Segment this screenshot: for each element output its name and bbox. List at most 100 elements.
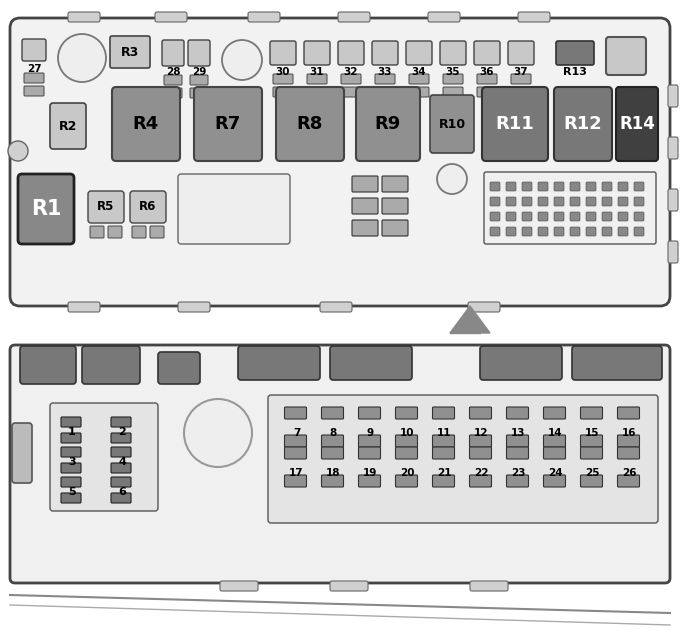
Polygon shape (450, 306, 490, 333)
Text: 20: 20 (401, 468, 414, 478)
FancyBboxPatch shape (12, 423, 32, 483)
FancyBboxPatch shape (285, 435, 306, 447)
FancyBboxPatch shape (484, 172, 656, 244)
Text: 17: 17 (289, 468, 304, 478)
FancyBboxPatch shape (469, 447, 491, 459)
Text: R3: R3 (121, 46, 139, 58)
FancyBboxPatch shape (468, 302, 500, 312)
FancyBboxPatch shape (522, 182, 532, 191)
Text: 8: 8 (330, 428, 337, 438)
Text: 25: 25 (586, 468, 599, 478)
FancyBboxPatch shape (432, 447, 455, 459)
FancyBboxPatch shape (220, 581, 258, 591)
Text: 24: 24 (548, 468, 563, 478)
FancyBboxPatch shape (130, 191, 166, 223)
FancyBboxPatch shape (190, 75, 208, 85)
FancyBboxPatch shape (586, 182, 596, 191)
FancyBboxPatch shape (469, 407, 491, 419)
FancyBboxPatch shape (358, 435, 380, 447)
FancyBboxPatch shape (618, 197, 628, 206)
FancyBboxPatch shape (110, 36, 150, 68)
FancyBboxPatch shape (307, 87, 327, 97)
Text: 35: 35 (446, 67, 460, 77)
Text: R10: R10 (439, 117, 466, 131)
FancyBboxPatch shape (570, 182, 580, 191)
FancyBboxPatch shape (554, 212, 564, 221)
FancyBboxPatch shape (572, 346, 662, 380)
FancyBboxPatch shape (522, 197, 532, 206)
FancyBboxPatch shape (358, 447, 380, 459)
FancyBboxPatch shape (570, 212, 580, 221)
FancyBboxPatch shape (554, 182, 564, 191)
FancyBboxPatch shape (322, 475, 344, 487)
Text: R14: R14 (619, 115, 655, 133)
FancyBboxPatch shape (490, 227, 500, 236)
FancyBboxPatch shape (320, 302, 352, 312)
Text: 14: 14 (548, 428, 563, 438)
FancyBboxPatch shape (581, 435, 602, 447)
Text: R8: R8 (297, 115, 323, 133)
FancyBboxPatch shape (477, 87, 497, 97)
FancyBboxPatch shape (432, 407, 455, 419)
Text: R13: R13 (563, 67, 587, 77)
FancyBboxPatch shape (375, 74, 395, 84)
FancyBboxPatch shape (372, 41, 398, 65)
FancyBboxPatch shape (543, 407, 565, 419)
FancyBboxPatch shape (155, 12, 187, 22)
FancyBboxPatch shape (68, 12, 100, 22)
FancyBboxPatch shape (111, 477, 131, 487)
FancyBboxPatch shape (352, 176, 378, 192)
FancyBboxPatch shape (338, 41, 364, 65)
Text: R12: R12 (563, 115, 602, 133)
FancyBboxPatch shape (61, 493, 81, 503)
Text: 30: 30 (276, 67, 290, 77)
FancyBboxPatch shape (111, 447, 131, 457)
Circle shape (184, 399, 252, 467)
FancyBboxPatch shape (248, 12, 280, 22)
Text: R4: R4 (133, 115, 159, 133)
FancyBboxPatch shape (396, 475, 417, 487)
FancyBboxPatch shape (24, 86, 44, 96)
FancyBboxPatch shape (490, 182, 500, 191)
FancyBboxPatch shape (634, 227, 644, 236)
FancyBboxPatch shape (132, 226, 146, 238)
Text: 33: 33 (378, 67, 392, 77)
Text: 19: 19 (363, 468, 378, 478)
FancyBboxPatch shape (270, 41, 296, 65)
FancyBboxPatch shape (178, 302, 210, 312)
FancyBboxPatch shape (617, 435, 640, 447)
FancyBboxPatch shape (112, 87, 180, 161)
FancyBboxPatch shape (470, 581, 508, 591)
FancyBboxPatch shape (581, 447, 602, 459)
FancyBboxPatch shape (506, 227, 516, 236)
FancyBboxPatch shape (432, 475, 455, 487)
Text: R6: R6 (139, 201, 157, 213)
FancyBboxPatch shape (538, 182, 548, 191)
Text: 6: 6 (118, 487, 126, 497)
FancyBboxPatch shape (469, 435, 491, 447)
Text: 29: 29 (192, 67, 207, 77)
FancyBboxPatch shape (10, 18, 670, 306)
FancyBboxPatch shape (82, 346, 140, 384)
Text: 32: 32 (344, 67, 358, 77)
FancyBboxPatch shape (469, 475, 491, 487)
FancyBboxPatch shape (285, 447, 306, 459)
FancyBboxPatch shape (618, 212, 628, 221)
FancyBboxPatch shape (307, 74, 327, 84)
Text: 36: 36 (480, 67, 494, 77)
FancyBboxPatch shape (581, 475, 602, 487)
FancyBboxPatch shape (406, 41, 432, 65)
FancyBboxPatch shape (556, 41, 594, 65)
Text: R7: R7 (215, 115, 241, 133)
Text: 22: 22 (474, 468, 489, 478)
FancyBboxPatch shape (617, 475, 640, 487)
Text: 10: 10 (401, 428, 414, 438)
FancyBboxPatch shape (61, 477, 81, 487)
Text: 2: 2 (118, 427, 126, 437)
FancyBboxPatch shape (352, 220, 378, 236)
FancyBboxPatch shape (554, 87, 612, 161)
FancyBboxPatch shape (490, 212, 500, 221)
FancyBboxPatch shape (61, 447, 81, 457)
FancyBboxPatch shape (322, 407, 344, 419)
FancyBboxPatch shape (273, 74, 293, 84)
